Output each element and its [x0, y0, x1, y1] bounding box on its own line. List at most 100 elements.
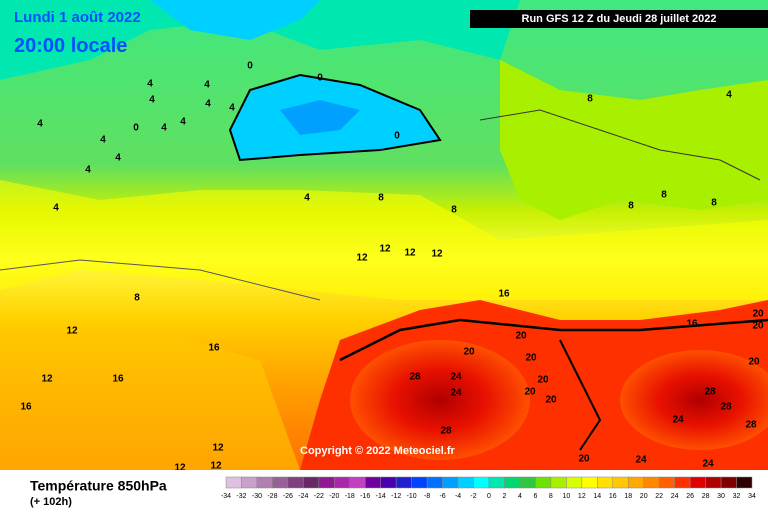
contour-label: 4	[85, 165, 91, 176]
colorbar-label: 4	[518, 493, 522, 500]
contour-label: 16	[208, 343, 220, 354]
colorbar-swatch	[597, 476, 614, 489]
time: 20:00 locale	[14, 35, 127, 57]
colorbar-swatch	[550, 476, 567, 489]
colorbar-swatch	[674, 476, 691, 489]
colorbar-swatch	[364, 476, 381, 489]
colorbar-swatch	[736, 476, 753, 489]
contour-label: 8	[711, 198, 717, 209]
contour-label: 8	[134, 293, 140, 304]
colorbar-label: -2	[470, 493, 476, 500]
colorbar-swatch	[720, 476, 737, 489]
contour-label: 4	[100, 135, 106, 146]
colorbar-label: 16	[609, 493, 617, 500]
contour-label: 28	[745, 420, 757, 431]
colorbar-swatch	[612, 476, 629, 489]
contour-label: 12	[174, 463, 186, 474]
contour-label: 4	[161, 123, 167, 134]
colorbar-label: 22	[655, 493, 663, 500]
contour-label: 12	[210, 461, 222, 472]
colorbar-swatch	[442, 476, 459, 489]
contour-label: 12	[66, 326, 78, 337]
contour-label: 24	[672, 415, 684, 426]
contour-label: 20	[525, 353, 537, 364]
contour-label: 24	[702, 459, 714, 470]
contour-label: 0	[394, 131, 400, 142]
colorbar-label: -30	[252, 493, 262, 500]
colorbar-label: 18	[624, 493, 632, 500]
colorbar-swatch	[488, 476, 505, 489]
colorbar-label: -6	[439, 493, 445, 500]
colorbar: -34 -32 -30 -28 -26 -24 -22 -20 -18 -16 -14 -12 -10-…	[221, 476, 756, 500]
colorbar-label: 28	[702, 493, 710, 500]
colorbar-swatch	[705, 476, 722, 489]
contour-label: 4	[180, 117, 186, 128]
contour-label: 20	[463, 347, 475, 358]
contour-label: 12	[356, 253, 368, 264]
colorbar-swatch	[643, 476, 660, 489]
contour-label: 20	[515, 331, 527, 342]
colorbar-label: -10	[407, 493, 417, 500]
contour-label: 4	[147, 79, 153, 90]
contour-label: 24	[635, 455, 647, 466]
contour-label: 8	[587, 94, 593, 105]
contour-label: 16	[20, 402, 32, 413]
contour-label: 4	[53, 203, 59, 214]
contour-label: 16	[686, 319, 698, 330]
colorbar-label: 34	[748, 493, 756, 500]
colorbar-swatch	[519, 476, 536, 489]
colorbar-swatch	[658, 476, 675, 489]
colorbar-label: 10	[562, 493, 570, 500]
contour-label: 4	[205, 99, 211, 110]
colorbar-swatch	[689, 476, 706, 489]
contour-label: 4	[204, 80, 210, 91]
contour-label: 4	[304, 193, 310, 204]
contour-label: 0	[247, 61, 253, 72]
colorbar-swatch	[256, 476, 273, 489]
colorbar-label: 24	[671, 493, 679, 500]
contour-label: 12	[379, 244, 391, 255]
colorbar-label: 6	[533, 493, 537, 500]
contour-label: 24	[450, 388, 462, 399]
colorbar-label: -22	[314, 493, 324, 500]
colorbar-label: 14	[593, 493, 601, 500]
colorbar-label: -18	[345, 493, 355, 500]
colorbar-swatch	[318, 476, 335, 489]
contour-label: 20	[748, 357, 760, 368]
colorbar-swatch	[411, 476, 428, 489]
contour-label: 8	[378, 193, 384, 204]
contour-label: 4	[229, 103, 235, 114]
colorbar-label: -12	[391, 493, 401, 500]
contour-label: 12	[41, 374, 53, 385]
contour-label: 8	[628, 201, 634, 212]
colorbar-swatch	[349, 476, 366, 489]
colorbar-swatch	[426, 476, 443, 489]
map-background	[0, 0, 768, 470]
colorbar-label: -8	[424, 493, 430, 500]
contour-label: 8	[451, 205, 457, 216]
colorbar-swatch	[581, 476, 598, 489]
contour-label: 4	[115, 153, 121, 164]
footer-title: Température 850hPa	[30, 478, 167, 494]
colorbar-swatch	[334, 476, 351, 489]
colorbar-swatch	[380, 476, 397, 489]
lead-time: (+ 102h)	[30, 496, 72, 508]
contour-label: 8	[661, 190, 667, 201]
contour-label: 4	[149, 95, 155, 106]
colorbar-swatch	[287, 476, 304, 489]
colorbar-label: -32	[236, 493, 246, 500]
contour-label: 0	[317, 73, 323, 84]
colorbar-swatch	[303, 476, 320, 489]
contour-label: 20	[752, 309, 764, 320]
colorbar-label: -4	[455, 493, 461, 500]
contour-label: 20	[524, 387, 536, 398]
colorbar-label: -28	[267, 493, 277, 500]
date: Lundi 1 août 2022	[14, 9, 141, 26]
colorbar-label: 0	[487, 493, 491, 500]
contour-label: 0	[133, 123, 139, 134]
contour-label: 20	[752, 321, 764, 332]
colorbar-swatch	[627, 476, 644, 489]
